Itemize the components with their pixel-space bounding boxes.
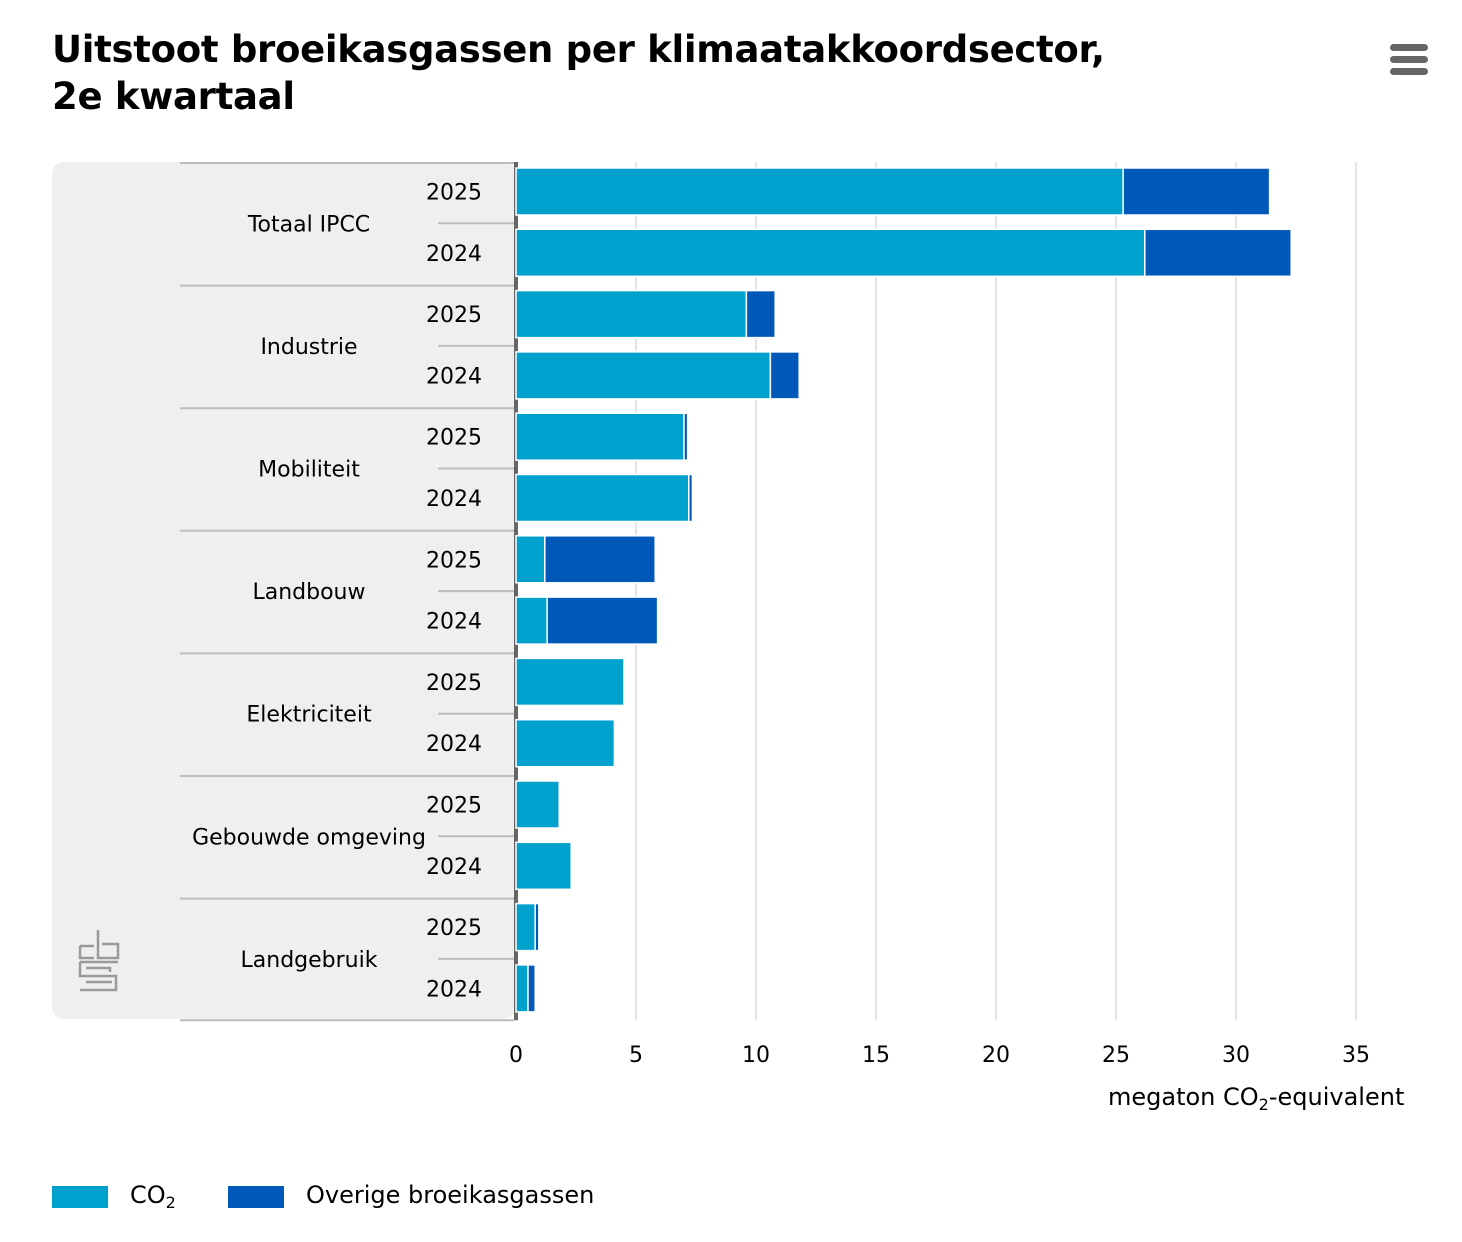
year-label: 2024 [426,977,482,1002]
bar-overige[interactable] [683,412,689,461]
legend-label-co2: CO2 [130,1181,176,1212]
year-label: 2025 [426,181,482,206]
x-tick-label: 30 [1222,1043,1250,1068]
year-label: 2025 [426,916,482,941]
bar-overige[interactable] [769,351,800,400]
bar-co2[interactable] [515,289,748,339]
x-tick-label: 20 [982,1043,1010,1068]
bar-co2[interactable] [515,167,1124,216]
hamburger-menu-icon[interactable] [1386,42,1432,76]
group-label: Landgebruik [241,948,378,973]
x-tick-label: 10 [742,1043,770,1068]
legend-item-co2[interactable]: CO2 [52,1180,212,1216]
x-tick-label: 35 [1342,1043,1370,1068]
bar-overige[interactable] [534,902,540,952]
x-tick-label: 25 [1102,1043,1130,1068]
legend-label-overige: Overige broeikasgassen [306,1181,595,1209]
x-tick-label: 15 [862,1043,890,1068]
legend-item-overige[interactable]: Overige broeikasgassen [228,1180,608,1216]
bar-co2[interactable] [515,473,690,523]
bar-overige[interactable] [1122,167,1271,216]
year-label: 2024 [426,364,482,389]
bar-co2[interactable] [515,596,548,645]
group-label: Industrie [260,335,357,360]
year-label: 2025 [426,426,482,451]
year-label: 2025 [426,794,482,819]
bar-co2[interactable] [515,902,536,952]
bar-co2[interactable] [515,657,625,707]
group-label: Elektriciteit [246,703,372,728]
group-label: Gebouwde omgeving [192,825,426,850]
bar-overige[interactable] [1144,228,1292,278]
category-panel [52,162,516,1019]
bar-overige[interactable] [544,535,656,584]
year-label: 2025 [426,548,482,573]
category-labels: Totaal IPCC 2025 2024 Industrie 2025 2024 Mobi… [180,162,514,1022]
year-label: 2024 [426,610,482,635]
bar-overige[interactable] [745,289,776,339]
x-tick-label: 5 [629,1043,643,1068]
legend-swatch-co2 [52,1186,108,1208]
bar-co2[interactable] [515,718,616,768]
bar-co2[interactable] [515,780,560,829]
year-label: 2025 [426,303,482,328]
bar-overige[interactable] [527,964,536,1013]
bar-chart: Totaal IPCC20252024Industrie20252024Mobi… [52,162,1370,1068]
year-label: 2024 [426,487,482,512]
x-tick-label: 0 [509,1043,523,1068]
bar-co2[interactable] [515,412,685,461]
year-label: 2025 [426,671,482,696]
year-label: 2024 [426,732,482,757]
group-label: Totaal IPCC [247,212,370,237]
bar-co2[interactable] [515,841,572,891]
bar-co2[interactable] [515,351,772,400]
bars [515,167,1292,1013]
bar-overige[interactable] [688,473,694,523]
cbs-logo [78,930,120,992]
bar-overige[interactable] [546,596,659,645]
x-axis-ticks: 0 5 10 15 20 25 30 35 [509,1043,1370,1068]
legend-swatch-overige [228,1186,284,1208]
year-label: 2024 [426,855,482,880]
chart-title: Uitstoot broeikasgassen per klimaatakkoo… [52,28,1105,118]
group-label: Landbouw [252,580,365,605]
bar-co2[interactable] [515,228,1146,278]
year-label: 2024 [426,242,482,267]
bar-co2[interactable] [515,535,546,584]
x-axis-title: megaton CO2-equivalent [1108,1083,1405,1114]
bar-co2[interactable] [515,964,529,1013]
group-label: Mobiliteit [258,458,360,483]
